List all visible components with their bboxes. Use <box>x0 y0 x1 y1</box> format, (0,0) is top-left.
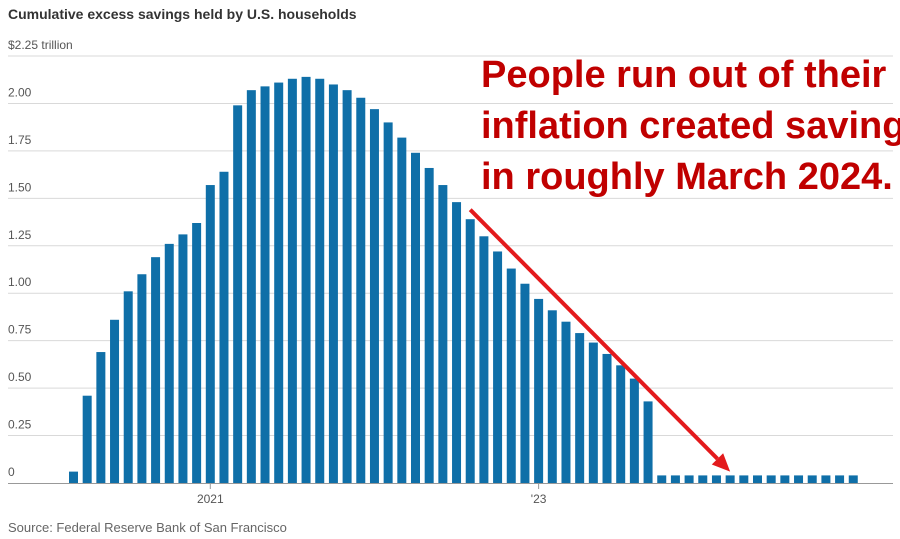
y-tick-label: 1.25 <box>8 228 32 242</box>
bar <box>479 236 489 483</box>
chart-title: Cumulative excess savings held by U.S. h… <box>8 6 357 22</box>
arrow-head <box>711 453 731 472</box>
bar <box>383 122 393 483</box>
source-note: Source: Federal Reserve Bank of San Fran… <box>8 520 287 535</box>
x-tick-label: 2021 <box>197 492 224 506</box>
bar <box>575 333 585 483</box>
y-axis-tick-labels: 0 0.25 0.50 0.75 1.00 1.25 1.50 1.75 2.00 $2.25 t… <box>8 38 73 479</box>
bar <box>82 395 92 483</box>
bar <box>725 475 735 483</box>
bar <box>287 78 297 484</box>
bar <box>123 291 133 483</box>
bar <box>493 251 503 483</box>
bar <box>657 475 667 483</box>
bar <box>301 76 311 484</box>
bar <box>328 84 338 483</box>
bar <box>164 243 174 483</box>
bar <box>807 475 817 483</box>
y-tick-label: 0 <box>8 465 15 479</box>
bar <box>69 471 78 483</box>
bar <box>848 475 858 483</box>
bar <box>315 78 325 484</box>
bar <box>246 90 256 483</box>
bar <box>192 223 202 483</box>
y-tick-label: 1.75 <box>8 133 32 147</box>
bar <box>369 109 379 483</box>
bar <box>766 475 776 483</box>
bar <box>137 274 147 483</box>
bar <box>274 82 284 484</box>
y-tick-label: $2.25 trillion <box>8 38 73 52</box>
bar <box>684 475 694 483</box>
bar <box>835 475 845 483</box>
annotation-text: People run out of their inflation create… <box>481 50 900 203</box>
arrow-shaft <box>468 208 719 461</box>
gridlines <box>8 55 893 437</box>
y-tick-label: 2.00 <box>8 85 32 99</box>
y-tick-label: 1.00 <box>8 275 32 289</box>
bar <box>438 185 448 483</box>
bar <box>233 105 243 483</box>
bar <box>698 475 708 483</box>
bar <box>506 268 516 483</box>
bar <box>110 319 120 483</box>
x-axis-tick-labels: 2021 '23 <box>197 483 547 506</box>
bar <box>219 171 229 483</box>
bar <box>356 97 366 484</box>
annotation-line: in roughly March 2024. <box>481 156 893 198</box>
bar <box>780 475 790 483</box>
bar <box>821 475 831 483</box>
bar <box>561 321 571 483</box>
y-tick-label: 1.50 <box>8 180 32 194</box>
y-tick-label: 0.25 <box>8 418 32 432</box>
bar <box>602 353 612 483</box>
y-tick-label: 0.50 <box>8 370 32 384</box>
bar <box>616 365 626 483</box>
bar <box>534 298 544 483</box>
bar <box>260 86 270 483</box>
annotation-line: People run out of their <box>481 54 887 96</box>
bar <box>520 283 530 483</box>
bar <box>205 185 215 483</box>
bar-series <box>69 76 858 484</box>
trend-arrow <box>468 208 731 472</box>
bar <box>465 219 475 483</box>
bar <box>151 257 161 483</box>
bar <box>643 401 653 483</box>
bar <box>588 342 598 483</box>
bar <box>794 475 804 483</box>
bar <box>342 90 352 483</box>
bar <box>96 352 106 483</box>
bar <box>753 475 762 483</box>
bar <box>739 475 749 483</box>
bar <box>452 202 462 483</box>
bar <box>711 475 721 483</box>
annotation-line: inflation created savings <box>481 105 900 147</box>
bar <box>547 310 557 483</box>
bar <box>178 234 188 483</box>
bar <box>397 137 407 484</box>
x-tick-label: '23 <box>531 492 547 506</box>
bar <box>411 152 420 483</box>
y-tick-label: 0.75 <box>8 323 32 337</box>
bar <box>670 475 680 483</box>
bar <box>629 378 639 483</box>
bar <box>424 167 434 484</box>
